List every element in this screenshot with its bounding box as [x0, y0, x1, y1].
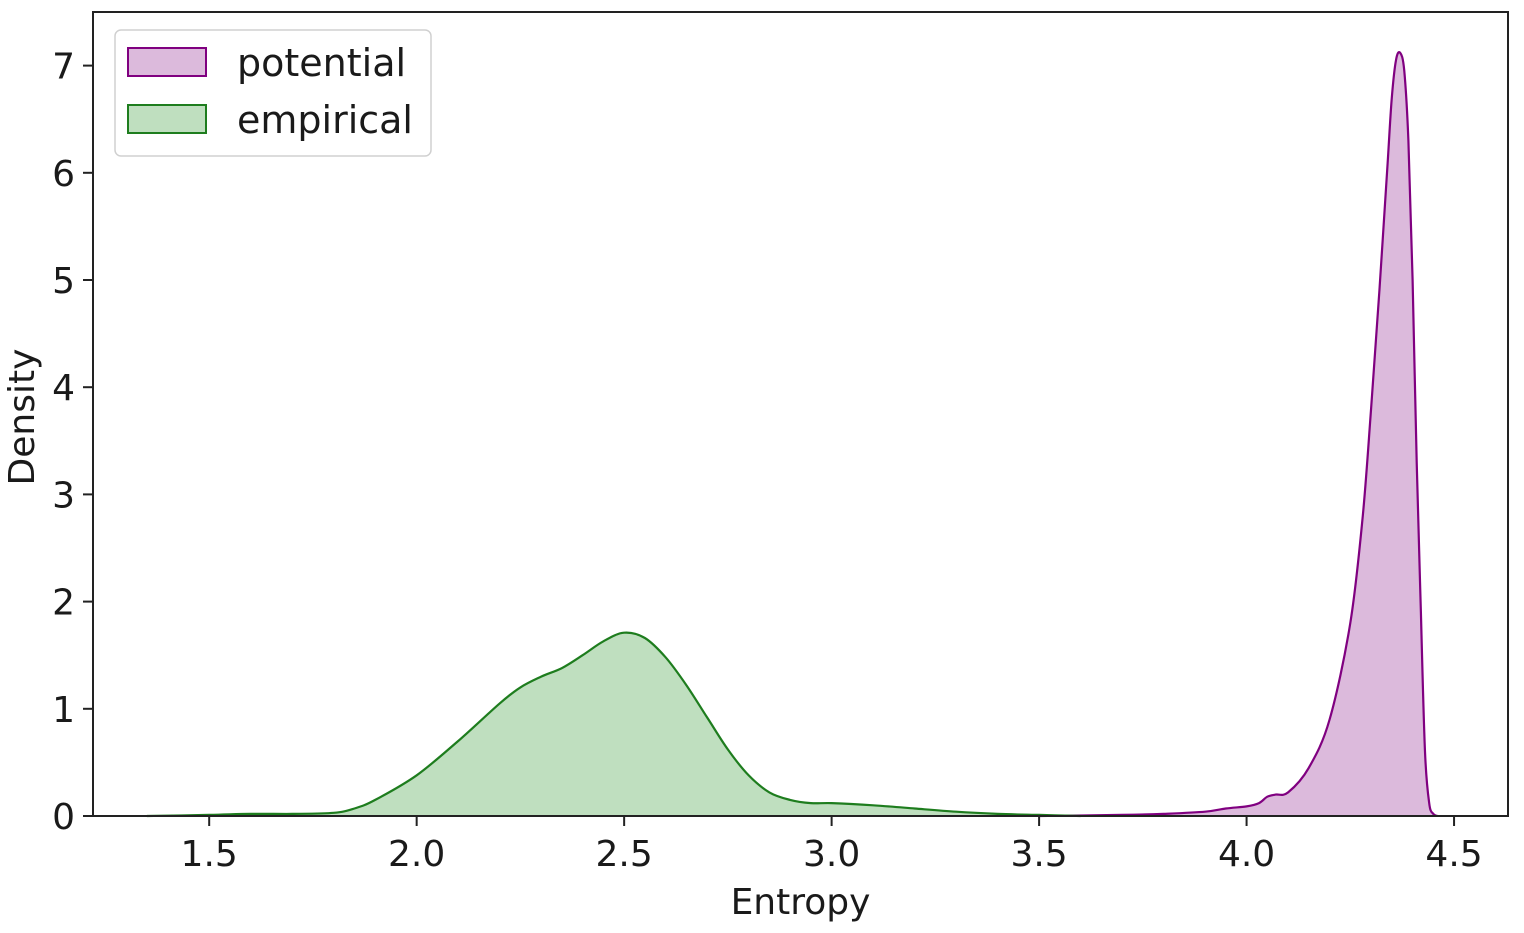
- density-area-empirical: [146, 632, 1081, 816]
- x-tick-label: 2.0: [388, 834, 445, 875]
- legend-label-empirical: empirical: [237, 98, 413, 142]
- y-tick-label: 3: [52, 475, 75, 516]
- legend-label-potential: potential: [237, 41, 406, 85]
- x-tick-label: 1.5: [181, 834, 238, 875]
- plot-frame: [92, 11, 1509, 817]
- legend-swatch-empirical: [127, 104, 207, 134]
- density-line-potential: [1039, 50, 1439, 818]
- legend: potential empirical: [114, 29, 432, 157]
- y-tick-label: 2: [52, 583, 75, 624]
- legend-swatch-potential: [127, 47, 207, 77]
- y-tick-label: 7: [52, 47, 75, 88]
- x-tick-label: 4.0: [1218, 834, 1275, 875]
- x-tick-label: 2.5: [596, 834, 653, 875]
- x-tick-label: 4.5: [1425, 834, 1482, 875]
- y-tick-label: 6: [52, 154, 75, 195]
- y-axis-label: Density: [2, 349, 43, 486]
- y-tick-label: 0: [52, 797, 75, 838]
- x-tick-label: 3.5: [1010, 834, 1067, 875]
- y-tick-label: 4: [52, 368, 75, 409]
- x-axis: 1.5 2.0 2.5 3.0 3.5 4.0 4.5: [181, 816, 1483, 875]
- y-tick-label: 1: [52, 690, 75, 731]
- density-area-potential: [1039, 52, 1438, 816]
- x-axis-label: Entropy: [731, 882, 871, 923]
- y-tick-label: 5: [52, 261, 75, 302]
- y-axis: 0 1 2 3 4 5 6 7: [52, 47, 93, 838]
- series-layer: [146, 50, 1439, 818]
- x-tick-label: 3.0: [803, 834, 860, 875]
- density-line-empirical: [146, 631, 1081, 818]
